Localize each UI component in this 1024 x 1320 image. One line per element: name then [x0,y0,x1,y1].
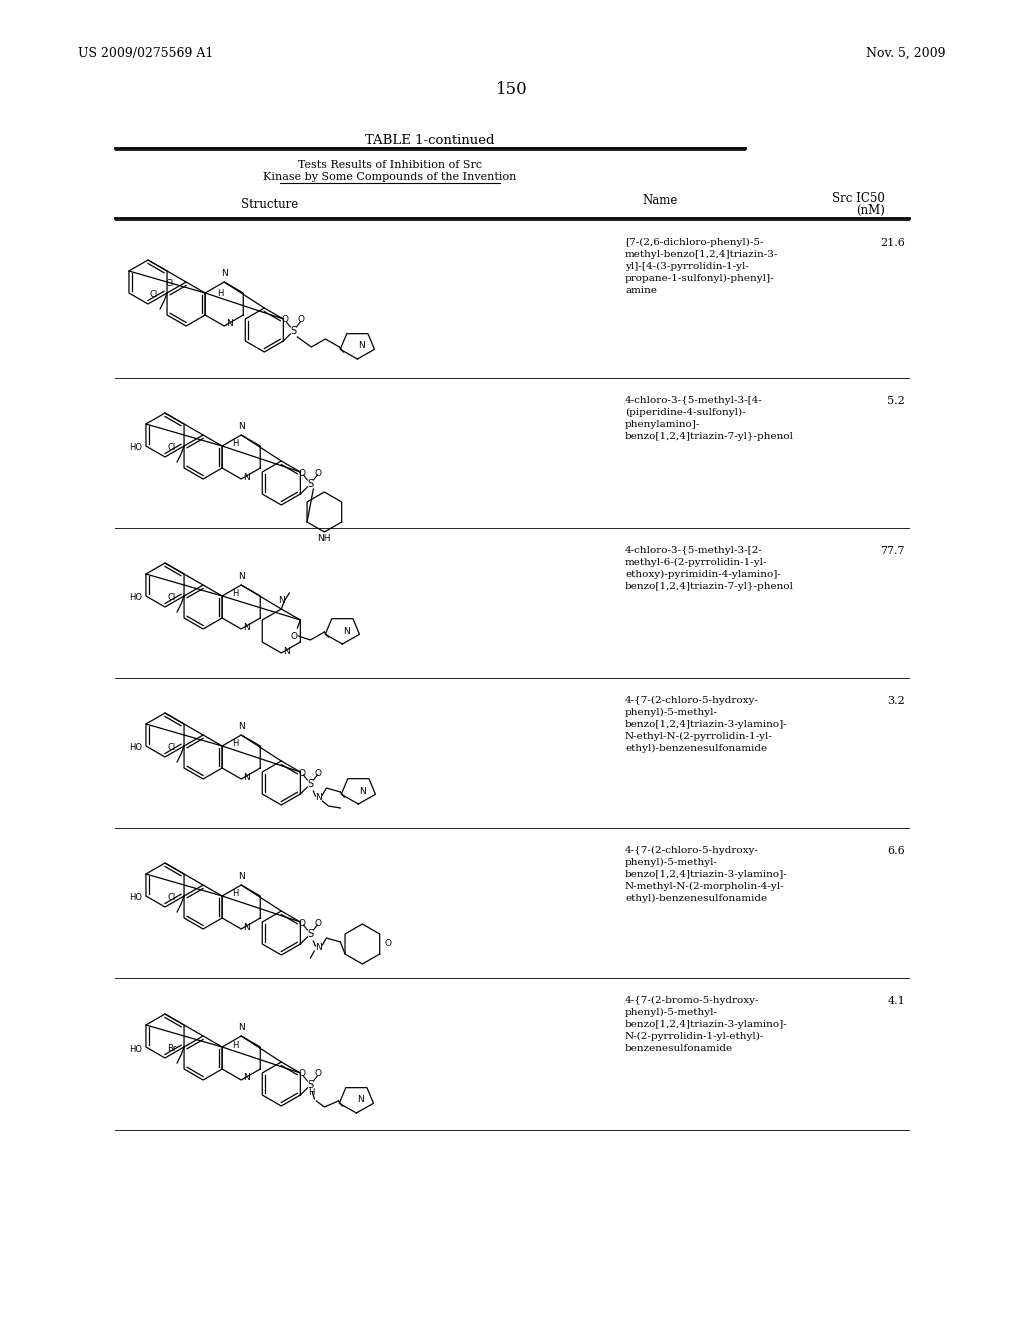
Text: S: S [307,479,313,488]
Text: 150: 150 [496,82,528,99]
Text: H: H [232,1040,239,1049]
Text: NH: NH [317,535,331,543]
Text: N: N [238,1023,245,1032]
Text: 4-{7-(2-bromo-5-hydroxy-
phenyl)-5-methyl-
benzo[1,2,4]triazin-3-ylamino]-
N-(2-: 4-{7-(2-bromo-5-hydroxy- phenyl)-5-methy… [625,997,787,1052]
Text: O: O [282,315,289,325]
Text: HO: HO [129,444,142,453]
Text: Nov. 5, 2009: Nov. 5, 2009 [866,46,946,59]
Text: N: N [343,627,350,635]
Text: O: O [314,919,322,928]
Text: Cl: Cl [167,444,175,451]
Text: 4-chloro-3-{5-methyl-3-[4-
(piperidine-4-sulfonyl)-
phenylamino]-
benzo[1,2,4]tr: 4-chloro-3-{5-methyl-3-[4- (piperidine-4… [625,396,794,441]
Text: O: O [298,315,305,325]
Text: 77.7: 77.7 [881,546,905,556]
Text: HO: HO [129,743,142,752]
Text: S: S [291,326,296,337]
Text: N: N [238,422,245,432]
Text: Structure: Structure [242,198,299,211]
Text: 4.1: 4.1 [887,997,905,1006]
Text: Cl: Cl [150,290,159,300]
Text: H: H [232,890,239,899]
Text: N: N [226,319,233,329]
Text: N: N [358,342,365,351]
Text: H: H [232,590,239,598]
Text: N: N [315,944,322,953]
Text: O: O [299,1069,306,1078]
Text: N: N [359,787,366,796]
Text: HO: HO [129,594,142,602]
Text: N: N [284,647,290,656]
Text: TABLE 1-continued: TABLE 1-continued [366,133,495,147]
Text: S: S [307,779,313,789]
Text: Src IC50: Src IC50 [833,191,885,205]
Text: S: S [307,1080,313,1090]
Text: O: O [299,919,306,928]
Text: N: N [244,623,250,631]
Text: 4-{7-(2-chloro-5-hydroxy-
phenyl)-5-methyl-
benzo[1,2,4]triazin-3-ylamino]-
N-me: 4-{7-(2-chloro-5-hydroxy- phenyl)-5-meth… [625,846,787,903]
Text: N: N [238,722,245,731]
Text: Br: Br [167,1044,176,1053]
Text: HO: HO [129,894,142,903]
Text: N: N [221,269,227,279]
Text: 3.2: 3.2 [887,696,905,706]
Text: H: H [217,289,224,298]
Text: Cl: Cl [167,593,175,602]
Text: O: O [299,469,306,478]
Text: O: O [291,632,298,642]
Text: Cl: Cl [167,743,175,752]
Text: 5.2: 5.2 [887,396,905,407]
Text: US 2009/0275569 A1: US 2009/0275569 A1 [78,46,213,59]
Text: Cl: Cl [167,894,175,902]
Text: 6.6: 6.6 [887,846,905,855]
Text: N: N [238,873,245,880]
Text: N: N [244,923,250,932]
Text: N: N [244,772,250,781]
Text: Tests Results of Inhibition of Src: Tests Results of Inhibition of Src [298,160,482,170]
Text: H: H [232,739,239,748]
Text: N: N [244,1073,250,1082]
Text: Cl: Cl [165,279,173,288]
Text: O: O [384,940,391,949]
Text: HO: HO [129,1044,142,1053]
Text: N: N [238,572,245,581]
Text: 4-{7-(2-chloro-5-hydroxy-
phenyl)-5-methyl-
benzo[1,2,4]triazin-3-ylamino]-
N-et: 4-{7-(2-chloro-5-hydroxy- phenyl)-5-meth… [625,696,787,752]
Text: H: H [232,440,239,449]
Text: O: O [299,768,306,777]
Text: N: N [315,793,322,803]
Text: O: O [314,469,322,478]
Text: N: N [278,597,285,605]
Text: S: S [307,929,313,939]
Text: Name: Name [642,194,678,206]
Text: [7-(2,6-dichloro-phenyl)-5-
methyl-benzo[1,2,4]triazin-3-
yl]-[4-(3-pyrrolidin-1: [7-(2,6-dichloro-phenyl)-5- methyl-benzo… [625,238,778,294]
Text: (nM): (nM) [856,203,885,216]
Text: O: O [314,768,322,777]
Text: 4-chloro-3-{5-methyl-3-[2-
methyl-6-(2-pyrrolidin-1-yl-
ethoxy)-pyrimidin-4-ylam: 4-chloro-3-{5-methyl-3-[2- methyl-6-(2-p… [625,546,794,591]
Text: H: H [308,1088,314,1097]
Text: N: N [244,473,250,482]
Text: N: N [357,1096,364,1105]
Text: 21.6: 21.6 [880,238,905,248]
Text: O: O [314,1069,322,1078]
Text: Kinase by Some Compounds of the Invention: Kinase by Some Compounds of the Inventio… [263,172,517,182]
